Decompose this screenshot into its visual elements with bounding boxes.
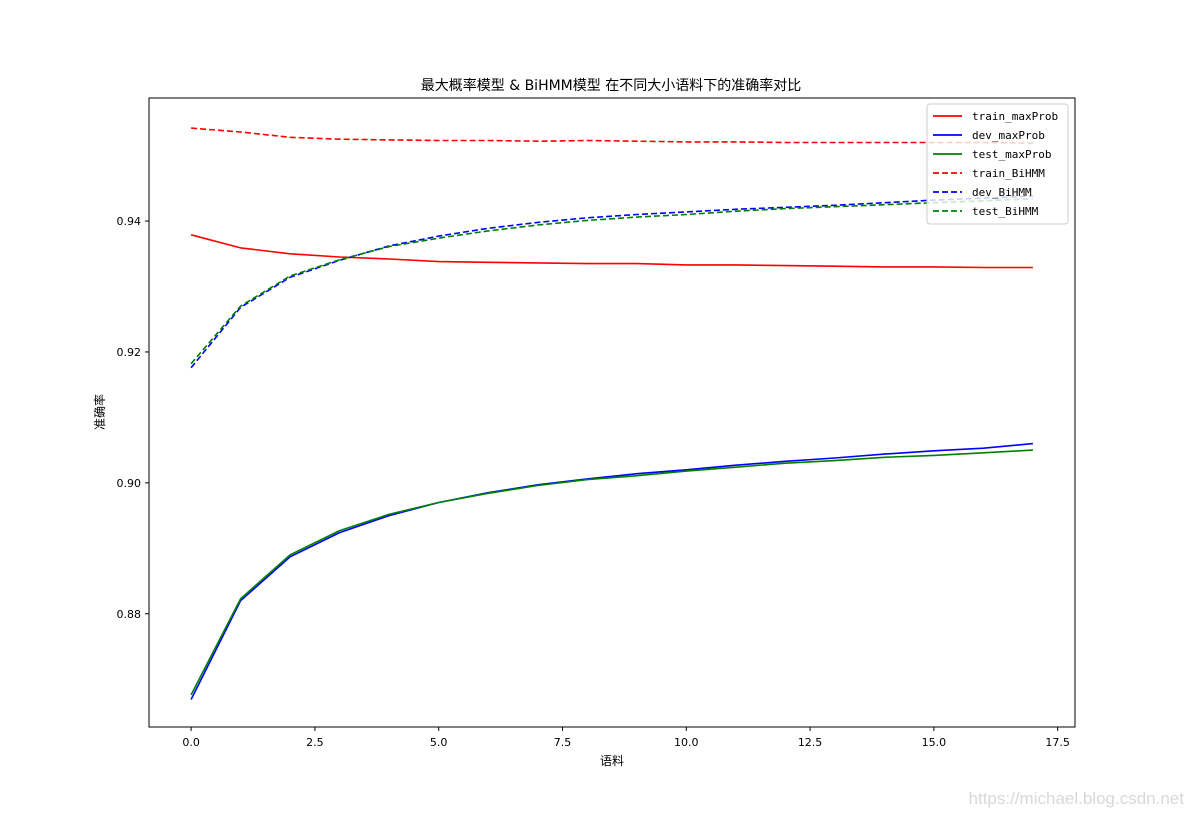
legend-item-dev-BiHMM: dev_BiHMM (933, 186, 1032, 199)
legend-item-dev-maxProb: dev_maxProb (933, 129, 1045, 142)
x-tick-label: 10.0 (674, 736, 699, 749)
legend-item-test-maxProb: test_maxProb (933, 148, 1051, 161)
x-tick-label: 5.0 (430, 736, 448, 749)
series-line-test-BiHMM (190, 198, 1033, 365)
series-line-train-BiHMM (191, 127, 1033, 144)
legend-label: dev_BiHMM (972, 186, 1032, 199)
x-tick-label: 2.5 (306, 736, 324, 749)
y-tick-label: 0.88 (117, 608, 142, 621)
x-tick-label: 7.5 (554, 736, 572, 749)
x-tick-label: 12.5 (798, 736, 823, 749)
legend-label: test_BiHMM (972, 205, 1039, 218)
plot-area (148, 97, 1076, 728)
y-tick-label: 0.92 (117, 346, 142, 359)
legend-frame (926, 103, 1069, 225)
legend-item-train-maxProb: train_maxProb (933, 110, 1058, 123)
series-line-dev-BiHMM (190, 195, 1033, 369)
legend-item-test-BiHMM: test_BiHMM (933, 205, 1039, 218)
legend-item-train-BiHMM: train_BiHMM (933, 167, 1045, 180)
legend-label: test_maxProb (972, 148, 1051, 161)
series-layer (190, 127, 1033, 700)
x-axis: 0.0 2.5 5.0 7.5 10.0 12.5 15.0 17.5 (182, 727, 1070, 749)
x-tick-label: 15.0 (922, 736, 947, 749)
y-axis: 0.88 0.90 0.92 0.94 (117, 215, 149, 621)
y-tick-label: 0.90 (117, 477, 142, 490)
chart-title: 最大概率模型 & BiHMM模型 在不同大小语料下的准确率对比 (421, 77, 801, 94)
watermark: https://michael.blog.csdn.net (968, 789, 1184, 808)
series-line-train-maxProb (190, 234, 1033, 269)
legend-label: train_maxProb (972, 110, 1058, 123)
series-line-dev-maxProb (190, 442, 1033, 700)
y-tick-label: 0.94 (117, 215, 142, 228)
y-axis-label: 准确率 (92, 394, 107, 430)
x-tick-label: 17.5 (1045, 736, 1070, 749)
legend: train_maxProb dev_maxProb test_maxProbtrai… (926, 103, 1069, 225)
x-axis-label: 语料 (600, 754, 624, 768)
x-tick-label: 0.0 (182, 736, 200, 749)
legend-label: train_BiHMM (972, 167, 1045, 180)
legend-label: dev_maxProb (972, 129, 1045, 142)
series-line-test-maxProb (190, 449, 1033, 696)
